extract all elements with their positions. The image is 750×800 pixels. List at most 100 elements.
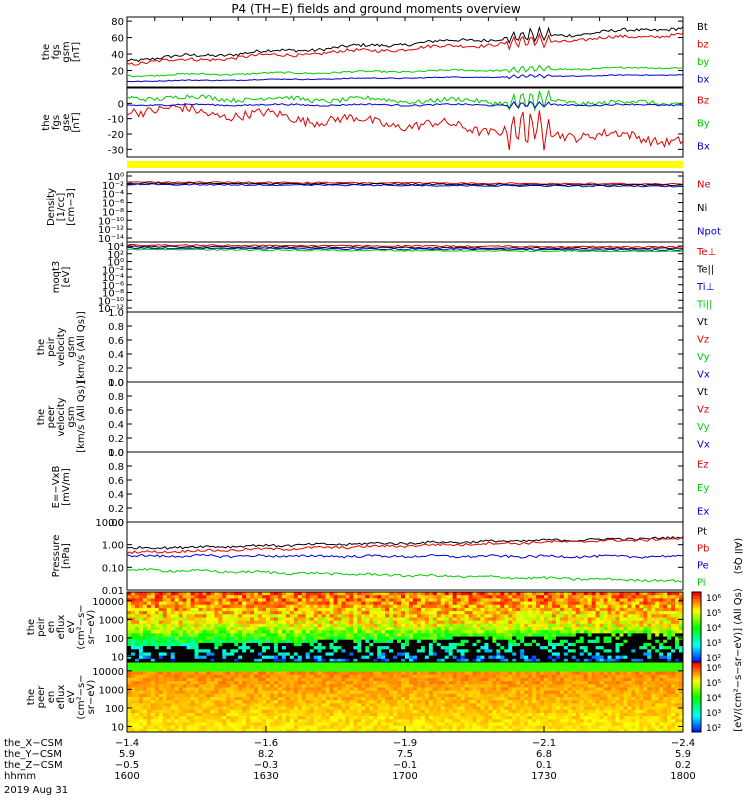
- spectrogram-cell: [420, 649, 426, 653]
- spectrogram-cell: [218, 592, 223, 596]
- spectrogram-cell: [401, 668, 406, 672]
- spectrogram-cell: [635, 592, 640, 596]
- spectrogram-cell: [138, 668, 144, 672]
- spectrogram-cell: [524, 642, 529, 647]
- spectrogram-cell: [551, 655, 557, 660]
- spectrogram-cell: [341, 642, 346, 647]
- spectrogram-cell: [627, 642, 632, 647]
- spectrogram-cell: [623, 592, 628, 596]
- spectrogram-cell: [412, 658, 418, 663]
- spectrogram-cell: [456, 623, 461, 628]
- spectrogram-cell: [544, 652, 549, 656]
- spectrogram-cell: [405, 697, 410, 701]
- spectrogram-cell: [373, 623, 378, 628]
- spectrogram-cell: [230, 652, 235, 656]
- spectrogram-cell: [198, 604, 203, 609]
- spectrogram-cell: [341, 671, 346, 676]
- spectrogram-cell: [353, 668, 358, 672]
- spectrogram-cell: [174, 598, 179, 602]
- spectrogram-cell: [238, 665, 243, 669]
- spectrogram-cell: [277, 719, 283, 723]
- spectrogram-cell: [365, 617, 370, 621]
- spectrogram-cell: [587, 642, 592, 647]
- spectrogram-cell: [266, 697, 271, 701]
- spectrogram-cell: [361, 725, 366, 730]
- spectrogram-cell: [254, 671, 259, 676]
- spectrogram-cell: [182, 652, 187, 656]
- spectrogram-cell: [238, 697, 243, 701]
- spectrogram-cell: [234, 655, 239, 660]
- spectrogram-cell: [512, 636, 517, 641]
- spectrogram-cell: [436, 633, 442, 637]
- spectrogram-cell: [436, 652, 442, 656]
- spectrogram-cell: [416, 617, 422, 621]
- spectrogram-cell: [210, 607, 215, 612]
- spectrogram-cell: [174, 636, 179, 641]
- spectrogram-cell: [178, 684, 183, 688]
- spectrogram-cell: [202, 703, 207, 707]
- colorbar-cell: [692, 629, 701, 633]
- spectrogram-cell: [166, 668, 171, 672]
- spectrogram-cell: [246, 627, 251, 631]
- spectrogram-cell: [329, 649, 334, 653]
- spectrogram-cell: [333, 658, 338, 663]
- spectrogram-cell: [381, 639, 386, 644]
- spectrogram-cell: [321, 690, 326, 695]
- spectrogram-cell: [607, 649, 612, 653]
- spectrogram-cell: [301, 681, 307, 685]
- spectrogram-cell: [412, 662, 418, 666]
- spectrogram-cell: [297, 687, 303, 691]
- spectrogram-cell: [615, 604, 620, 609]
- spectrogram-cell: [643, 592, 648, 596]
- spectrogram-cell: [293, 703, 299, 707]
- spectrogram-cell: [293, 649, 299, 653]
- spectrogram-cell: [158, 642, 164, 647]
- spectrogram-cell: [277, 639, 283, 644]
- spectrogram-cell: [218, 684, 223, 688]
- spectrogram-cell: [246, 633, 251, 637]
- spectrogram-cell: [377, 604, 382, 609]
- spectrogram-cell: [134, 642, 140, 647]
- spectrogram-cell: [555, 601, 561, 606]
- panel-6-ylabel-0: E=−VxB: [51, 466, 62, 509]
- spectrogram-cell: [293, 604, 299, 609]
- spectrogram-cell: [456, 614, 461, 618]
- spectrogram-cell: [242, 607, 247, 612]
- spectrogram-cell: [671, 607, 676, 612]
- spectrogram-cell: [512, 607, 517, 612]
- spectrogram-cell: [520, 627, 525, 631]
- spectrogram-cell: [516, 623, 521, 628]
- spectrogram-cell: [262, 706, 267, 711]
- spectrogram-cell: [230, 684, 235, 688]
- spectrogram-cell: [476, 646, 481, 650]
- spectrogram-cell: [563, 595, 569, 599]
- spectrogram-cell: [512, 592, 517, 596]
- spectrogram-cell: [226, 642, 231, 647]
- spectrogram-cell: [301, 636, 307, 641]
- spectrogram-cell: [643, 611, 648, 615]
- spectrogram-cell: [643, 604, 648, 609]
- spectrogram-cell: [297, 620, 303, 625]
- spectrogram-cell: [647, 639, 652, 644]
- spectrogram-cell: [567, 623, 573, 628]
- spectrogram-cell: [357, 722, 362, 726]
- spectrogram-cell: [254, 690, 259, 695]
- spectrogram-cell: [198, 668, 203, 672]
- spectrogram-cell: [266, 611, 271, 615]
- spectrogram-cell: [496, 595, 501, 599]
- spectrogram-cell: [198, 598, 203, 602]
- spectrogram-cell: [214, 658, 219, 663]
- spectrogram-cell: [353, 601, 358, 606]
- spectrogram-cell: [250, 706, 255, 711]
- spectrogram-cell: [452, 639, 457, 644]
- spectrogram-cell: [464, 639, 469, 644]
- spectrogram-cell: [397, 665, 402, 669]
- spectrogram-cell: [242, 595, 247, 599]
- spectrogram-cell: [555, 630, 561, 634]
- spectrogram-cell: [127, 684, 132, 688]
- spectrogram-cell: [655, 611, 660, 615]
- spectrogram-cell: [214, 700, 219, 704]
- spectrogram-cell: [186, 630, 191, 634]
- spectrogram-cell: [178, 642, 183, 647]
- spectrogram-cell: [301, 662, 307, 666]
